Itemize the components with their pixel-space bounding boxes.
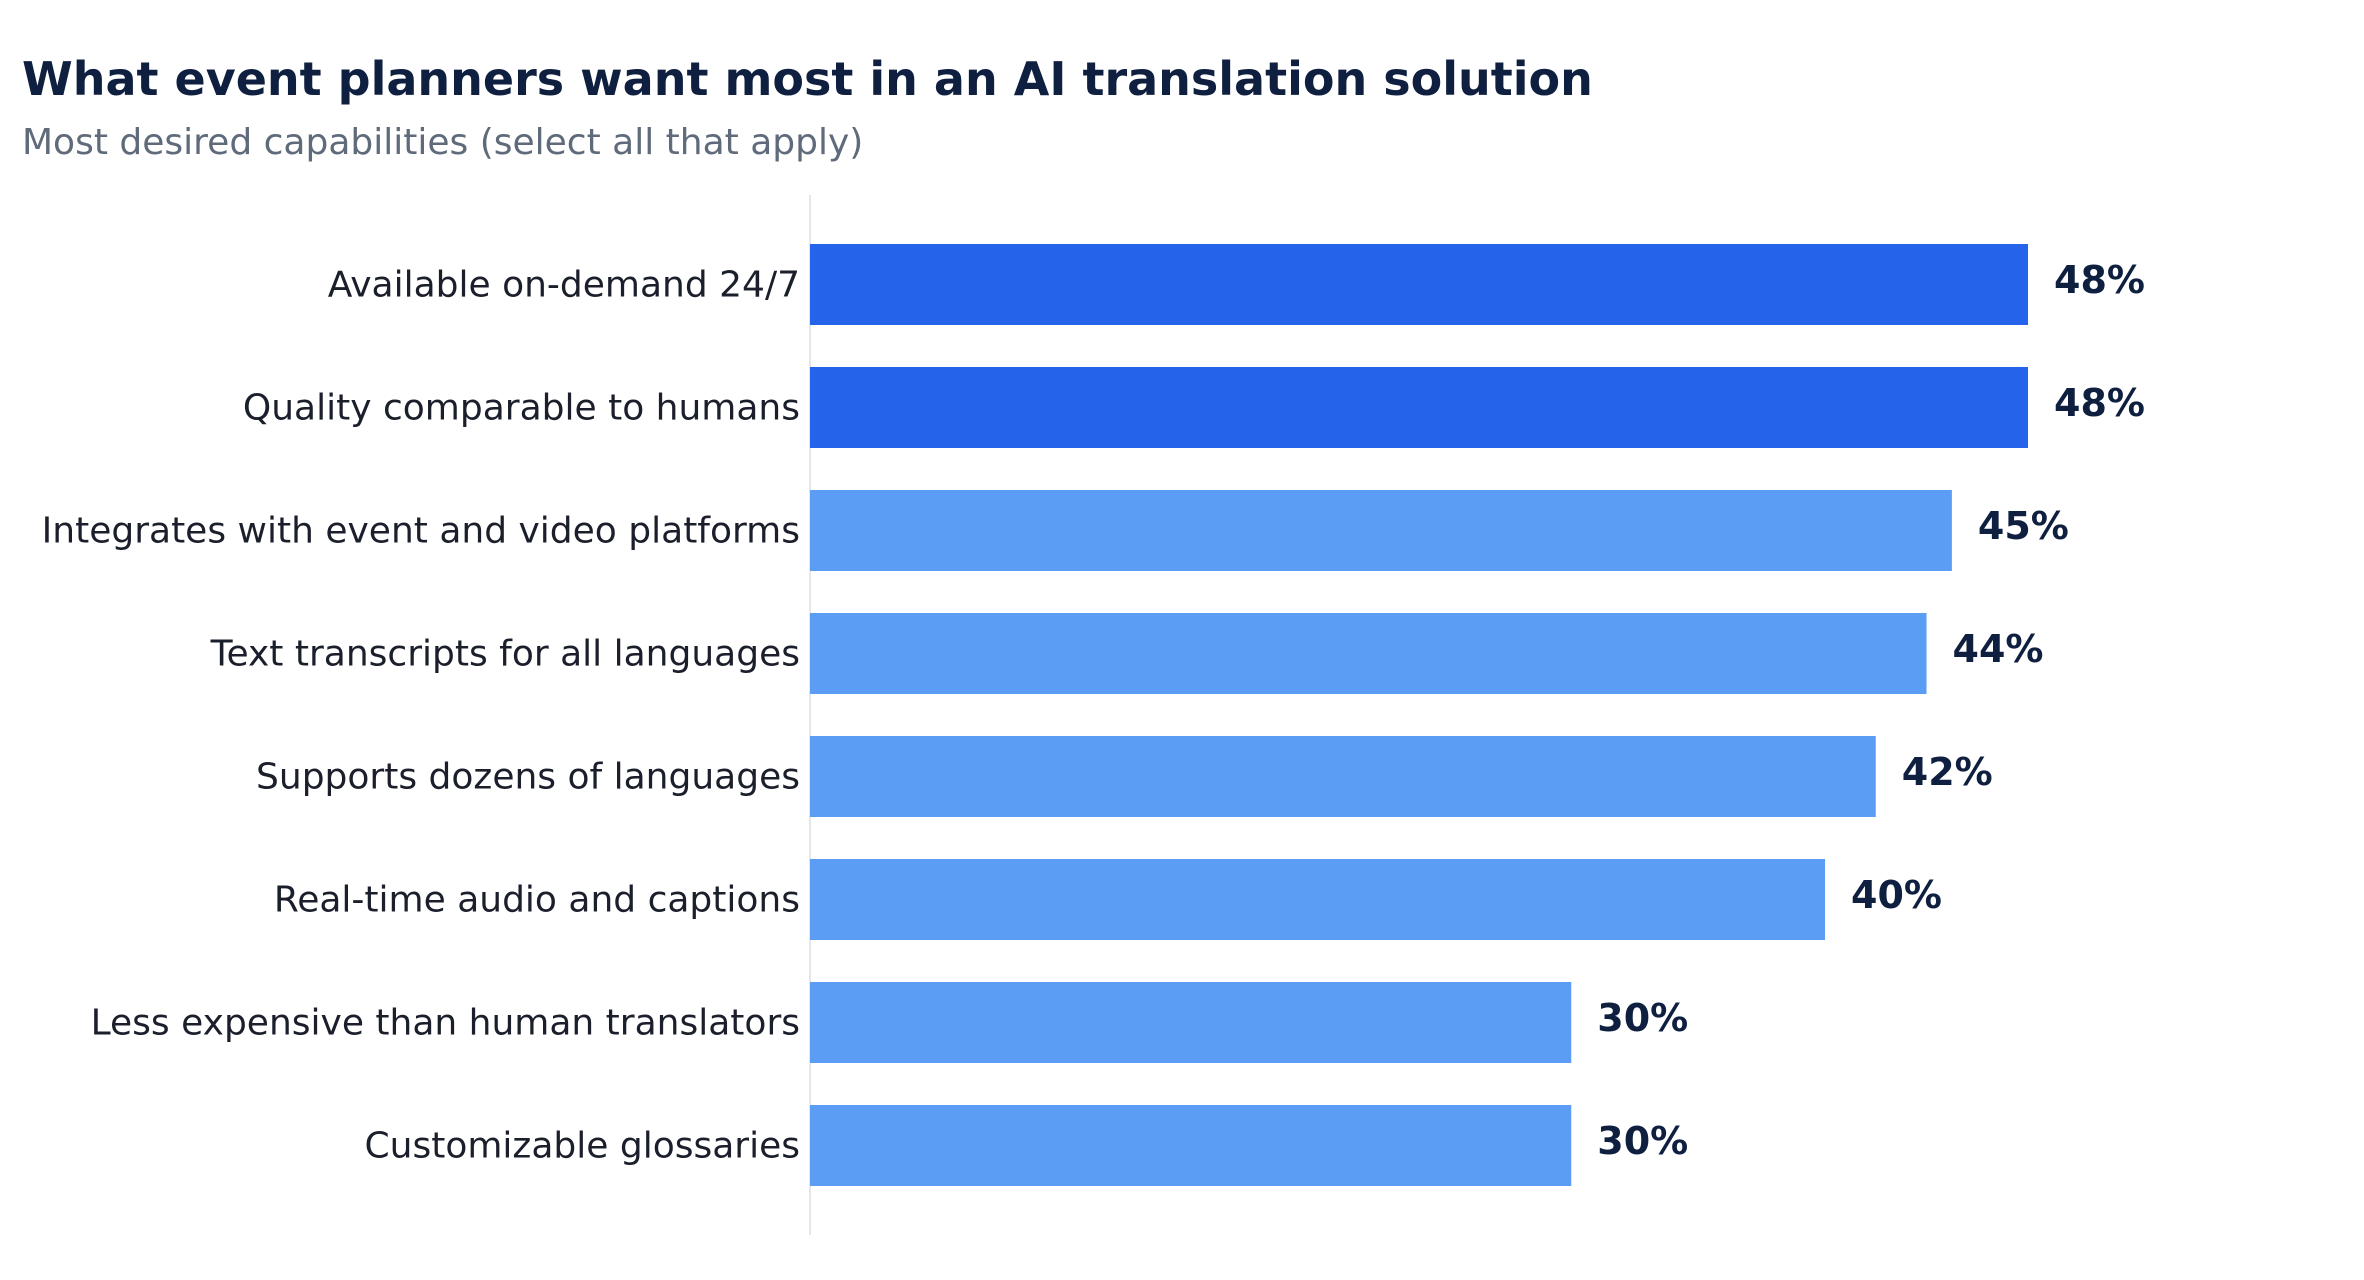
bar bbox=[810, 1105, 1572, 1186]
value-label: 45% bbox=[1978, 504, 2069, 548]
bar bbox=[810, 859, 1825, 940]
chart-title: What event planners want most in an AI t… bbox=[22, 52, 1593, 106]
chart-subtitle: Most desired capabilities (select all th… bbox=[22, 122, 864, 163]
bar bbox=[810, 982, 1572, 1063]
bar bbox=[810, 244, 2028, 325]
value-label: 40% bbox=[1851, 873, 1942, 917]
category-label: Real-time audio and captions bbox=[274, 880, 800, 921]
category-label: Text transcripts for all languages bbox=[210, 634, 800, 675]
category-label: Quality comparable to humans bbox=[243, 388, 800, 429]
bar bbox=[810, 490, 1952, 571]
category-label: Supports dozens of languages bbox=[256, 757, 800, 798]
bar bbox=[810, 736, 1876, 817]
value-label: 30% bbox=[1597, 1119, 1688, 1163]
value-label: 48% bbox=[2054, 381, 2145, 425]
bars-group: Available on-demand 24/7 48% Quality compa… bbox=[42, 244, 2145, 1186]
category-label: Less expensive than human translators bbox=[91, 1003, 800, 1044]
value-label: 44% bbox=[1953, 627, 2044, 671]
bar bbox=[810, 613, 1927, 694]
value-label: 48% bbox=[2054, 258, 2145, 302]
value-label: 42% bbox=[1902, 750, 1993, 794]
value-label: 30% bbox=[1597, 996, 1688, 1040]
category-label: Integrates with event and video platform… bbox=[42, 511, 800, 552]
category-label: Customizable glossaries bbox=[365, 1126, 800, 1167]
category-label: Available on-demand 24/7 bbox=[328, 265, 800, 306]
bar bbox=[810, 367, 2028, 448]
